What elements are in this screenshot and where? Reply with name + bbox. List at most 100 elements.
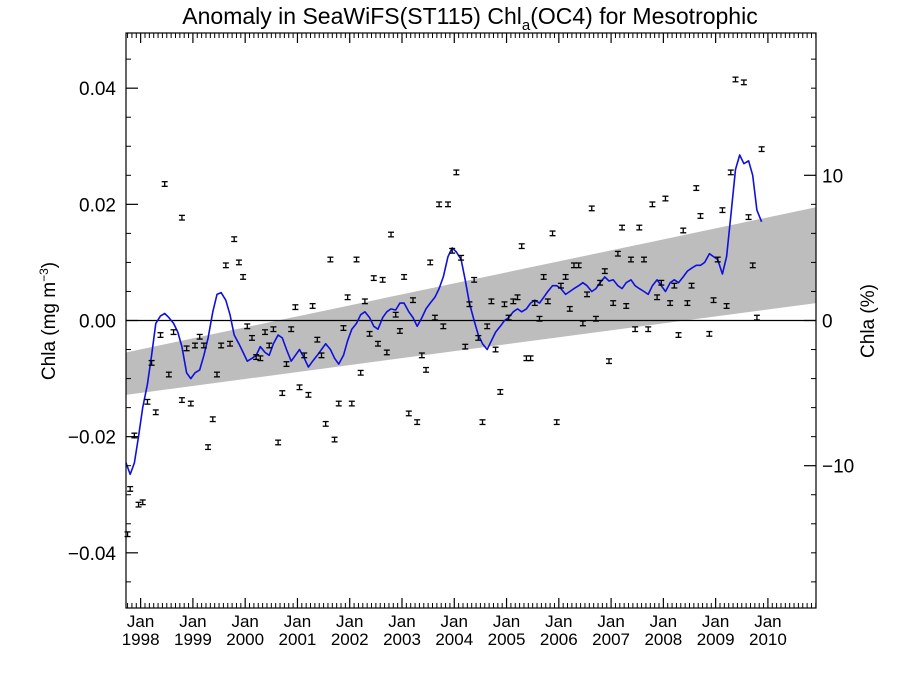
chart-title-tail: (OC4) for Mesotrophic xyxy=(530,3,758,29)
data-point xyxy=(335,400,342,407)
x-tick-label-year: 2010 xyxy=(749,630,787,649)
data-point xyxy=(296,384,303,391)
data-point xyxy=(523,355,530,362)
data-point xyxy=(606,358,612,365)
data-point xyxy=(466,301,473,308)
data-point xyxy=(231,236,238,243)
data-point xyxy=(427,259,434,266)
data-point xyxy=(183,345,190,352)
data-point xyxy=(662,195,669,202)
data-point xyxy=(170,329,177,336)
y-tick-label: −0.02 xyxy=(68,428,116,449)
data-point xyxy=(209,416,216,423)
data-point xyxy=(719,207,726,214)
data-point xyxy=(383,349,390,356)
data-point xyxy=(536,315,543,322)
y-axis-left-label: Chla (mg m−3) xyxy=(37,262,60,380)
x-tick-label-year: 2000 xyxy=(226,630,264,649)
data-point xyxy=(749,262,756,269)
series-line-layer xyxy=(125,154,763,476)
data-point xyxy=(727,169,734,176)
data-point xyxy=(740,79,747,86)
y-axis-left-label-superscript: −3 xyxy=(37,268,51,282)
data-point xyxy=(684,300,691,307)
trend-band-layer xyxy=(126,207,816,395)
data-point xyxy=(178,214,185,221)
data-point xyxy=(544,298,551,305)
x-tick-label-month: Jan xyxy=(545,612,572,631)
data-point xyxy=(706,330,713,337)
axis-layer: −0.04−0.020.000.020.04−10010Jan1998Jan19… xyxy=(68,33,854,649)
data-point xyxy=(357,369,364,376)
data-point xyxy=(658,279,665,286)
data-point xyxy=(235,259,242,266)
data-point xyxy=(549,230,556,237)
data-point xyxy=(248,334,255,341)
y-axis-left-label-main: Chla (mg m xyxy=(39,282,60,380)
data-point xyxy=(714,256,721,263)
data-point xyxy=(165,371,172,378)
data-point xyxy=(579,320,586,327)
data-point xyxy=(192,342,198,349)
x-tick-label-month: Jan xyxy=(441,612,468,631)
y-right-tick-label: −10 xyxy=(822,457,854,478)
y-tick-label: −0.04 xyxy=(68,544,117,565)
data-point xyxy=(675,332,682,338)
data-point xyxy=(632,326,639,333)
data-point xyxy=(200,342,207,349)
x-tick-label-month: Jan xyxy=(754,612,781,631)
data-point xyxy=(697,212,704,219)
data-point xyxy=(636,224,643,231)
data-point xyxy=(374,340,381,347)
y-right-tick-label: 10 xyxy=(822,166,843,187)
data-point xyxy=(322,420,329,427)
data-point xyxy=(566,305,573,312)
x-tick-label-year: 2006 xyxy=(540,630,578,649)
x-tick-label-month: Jan xyxy=(336,612,363,631)
data-point xyxy=(745,214,752,221)
data-point xyxy=(484,323,491,330)
data-point xyxy=(144,398,151,405)
chart-title-main: Anomaly in SeaWiFS(ST115) Chl xyxy=(182,3,522,29)
data-point xyxy=(279,390,286,397)
data-point xyxy=(366,330,373,337)
x-tick-label-month: Jan xyxy=(127,612,154,631)
data-point xyxy=(623,303,630,309)
data-point xyxy=(253,354,260,361)
data-point xyxy=(392,311,399,318)
data-point xyxy=(178,397,185,404)
data-point xyxy=(723,303,730,309)
data-point xyxy=(758,146,765,153)
data-point xyxy=(423,366,430,373)
data-point xyxy=(531,300,538,307)
data-point xyxy=(462,343,469,350)
data-point xyxy=(753,314,760,321)
data-points-layer xyxy=(124,76,765,538)
data-point xyxy=(257,355,264,362)
data-point xyxy=(492,346,499,353)
data-point xyxy=(205,444,212,451)
data-point xyxy=(471,276,478,283)
data-point xyxy=(497,388,504,395)
x-tick-label-year: 1999 xyxy=(174,630,212,649)
data-point xyxy=(649,201,656,208)
data-point xyxy=(654,294,661,301)
x-tick-label-month: Jan xyxy=(702,612,729,631)
data-point xyxy=(309,303,316,309)
x-tick-label-month: Jan xyxy=(388,612,415,631)
y-tick-label: 0.02 xyxy=(79,195,116,216)
data-point xyxy=(401,273,408,280)
data-point xyxy=(458,254,465,261)
data-point xyxy=(557,282,564,289)
data-point xyxy=(475,334,482,341)
data-point xyxy=(501,301,508,308)
data-point xyxy=(361,298,368,305)
x-tick-label-month: Jan xyxy=(597,612,624,631)
data-point xyxy=(418,352,425,359)
data-point xyxy=(288,326,295,333)
data-point xyxy=(157,332,164,338)
data-point xyxy=(440,323,447,330)
data-point xyxy=(301,352,308,359)
data-point xyxy=(331,436,338,443)
